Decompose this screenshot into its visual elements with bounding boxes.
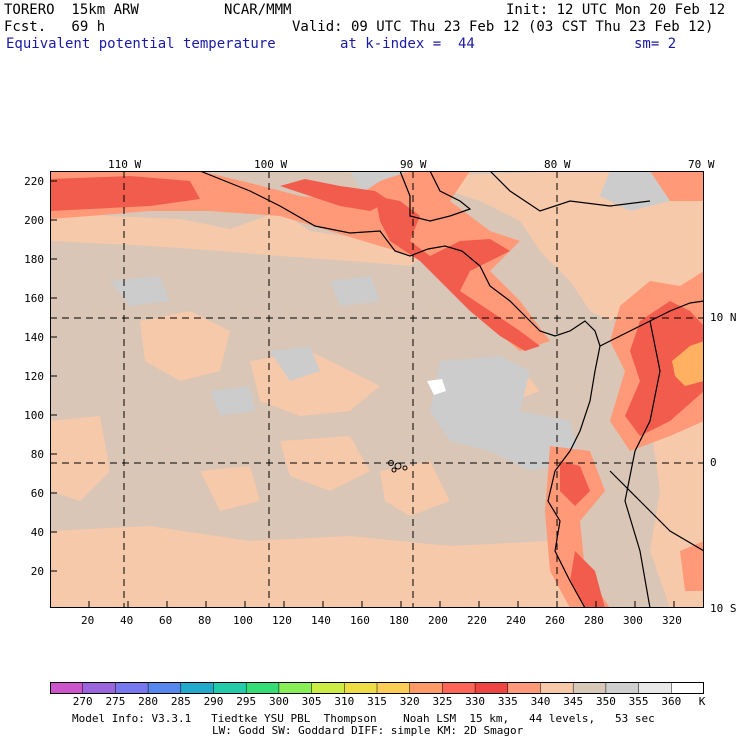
grid-y-label: 180 xyxy=(24,253,44,266)
map-frame xyxy=(50,171,704,608)
colorbar xyxy=(50,682,704,694)
lat-label: 0 xyxy=(710,456,717,469)
colorbar-level-label: 360 xyxy=(661,695,682,708)
colorbar-cell xyxy=(180,682,215,694)
colorbar-cell xyxy=(540,682,574,694)
colorbar-cell xyxy=(278,682,313,694)
grid-y-label: 100 xyxy=(24,409,44,422)
grid-x-label: 180 xyxy=(389,614,409,627)
grid-x-label: 220 xyxy=(467,614,487,627)
lon-label: 80 W xyxy=(544,158,571,171)
colorbar-cell xyxy=(115,682,149,694)
grid-x-label: 120 xyxy=(272,614,292,627)
colorbar-level-label: 320 xyxy=(399,695,420,708)
lon-label: 70 W xyxy=(688,158,715,171)
colorbar-cell xyxy=(474,682,509,694)
colorbar-level-label: 335 xyxy=(497,695,518,708)
colorbar-cell xyxy=(638,682,673,694)
colorbar-cell xyxy=(507,682,542,694)
grid-x-label: 100 xyxy=(233,614,253,627)
theta-e-map xyxy=(50,171,704,608)
model-title: TORERO 15km ARW xyxy=(4,2,139,18)
lat-label: 10 S xyxy=(710,602,737,615)
grid-y-label: 60 xyxy=(30,487,44,500)
colorbar-cell xyxy=(376,682,411,694)
warm-field-regions xyxy=(50,171,704,608)
colorbar-level-label: 290 xyxy=(203,695,224,708)
org-label: NCAR/MMM xyxy=(224,2,292,18)
grid-x-label: 20 xyxy=(81,614,95,627)
grid-y-label: 20 xyxy=(30,565,44,578)
model-info-line1: Model Info: V3.3.1 Tiedtke YSU PBL Thomp… xyxy=(72,712,655,725)
colorbar-level-label: 270 xyxy=(72,695,93,708)
white-field-patch xyxy=(427,379,446,395)
grid-x-label: 280 xyxy=(584,614,604,627)
field-name: Equivalent potential temperature xyxy=(6,36,276,52)
grid-x-label: 60 xyxy=(159,614,173,627)
grid-y-label: 200 xyxy=(24,214,44,227)
lon-label: 90 W xyxy=(400,158,427,171)
hotter-field-regions xyxy=(50,176,704,608)
grid-y-label: 160 xyxy=(24,292,44,305)
colorbar-level-label: 295 xyxy=(236,695,257,708)
grid-x-label: 260 xyxy=(545,614,565,627)
colorbar-level-label: 325 xyxy=(432,695,453,708)
colorbar-level-label: 350 xyxy=(595,695,616,708)
map-ticks xyxy=(50,180,675,608)
grid-y-label: 120 xyxy=(24,370,44,383)
grid-x-label: 240 xyxy=(506,614,526,627)
colorbar-level-label: 280 xyxy=(138,695,159,708)
grid-x-label: 160 xyxy=(350,614,370,627)
grid-x-label: 320 xyxy=(662,614,682,627)
grid-x-label: 140 xyxy=(311,614,331,627)
cool-field-regions xyxy=(110,171,670,471)
colorbar-level-label: 285 xyxy=(170,695,191,708)
grid-y-label: 220 xyxy=(24,175,44,188)
lon-label: 100 W xyxy=(254,158,288,171)
colorbar-cell xyxy=(82,682,117,694)
colorbar-cell xyxy=(605,682,640,694)
grid-x-label: 80 xyxy=(198,614,212,627)
latlon-grid xyxy=(50,171,704,608)
colorbar-cell xyxy=(442,682,476,694)
colorbar-level-label: 300 xyxy=(268,695,289,708)
colorbar-level-label: 345 xyxy=(563,695,584,708)
colorbar-level-label: 305 xyxy=(301,695,322,708)
colorbar-cell xyxy=(245,682,280,694)
grid-y-label: 140 xyxy=(24,331,44,344)
grid-y-label: 80 xyxy=(30,448,44,461)
colorbar-level-label: 330 xyxy=(465,695,486,708)
grid-x-label: 200 xyxy=(428,614,448,627)
colorbar-level-label: 310 xyxy=(334,695,355,708)
grid-y-label: 40 xyxy=(30,526,44,539)
forecast-hour: Fcst. 69 h xyxy=(4,19,106,35)
colorbar-level-label: 355 xyxy=(628,695,649,708)
colorbar-cell xyxy=(147,682,182,694)
colorbar-cell xyxy=(50,682,84,694)
colorbar-level-label: 340 xyxy=(530,695,551,708)
colorbar-cell xyxy=(671,682,704,694)
colorbar-cell xyxy=(213,682,247,694)
grid-x-label: 300 xyxy=(623,614,643,627)
lat-label: 10 N xyxy=(710,311,737,324)
colorbar-level-label: 315 xyxy=(367,695,387,708)
smoothing-label: sm= 2 xyxy=(634,36,677,52)
valid-time: Valid: 09 UTC Thu 23 Feb 12 (03 CST Thu … xyxy=(292,19,714,35)
hottest-field-regions xyxy=(672,341,704,386)
colorbar-level-label: 275 xyxy=(105,695,126,708)
colorbar-unit: K xyxy=(698,695,706,708)
colorbar-cell xyxy=(409,682,444,694)
colorbar-cells xyxy=(50,682,704,694)
colorbar-cell xyxy=(344,682,378,694)
init-time: Init: 12 UTC Mon 20 Feb 12 xyxy=(506,2,726,18)
level-label: at k-index = 44 xyxy=(340,36,475,52)
coastlines xyxy=(199,171,704,608)
grid-x-label: 40 xyxy=(120,614,134,627)
model-info-line2: LW: Godd SW: Goddard DIFF: simple KM: 2D… xyxy=(212,724,524,737)
colorbar-cell xyxy=(572,682,607,694)
colorbar-cell xyxy=(311,682,346,694)
lon-label: 110 W xyxy=(108,158,142,171)
